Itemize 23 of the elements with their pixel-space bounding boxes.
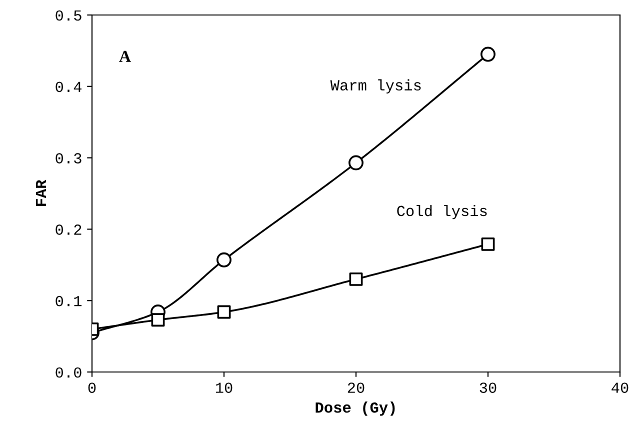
point <box>349 272 363 286</box>
point <box>151 313 165 327</box>
series-label: Warm lysis <box>330 79 421 94</box>
y-tick-label: 0.1 <box>56 296 82 306</box>
y-tick-label: 0.5 <box>56 10 82 21</box>
x-tick-label: 10 <box>216 382 232 393</box>
point <box>217 305 231 319</box>
series-label: Cold lysis <box>397 204 487 220</box>
y-tick-label: 0.0 <box>56 367 82 378</box>
x-tick-label: 20 <box>348 382 364 393</box>
point <box>348 155 364 170</box>
point <box>216 252 232 268</box>
point <box>481 237 495 251</box>
x-tick-label: 30 <box>480 382 496 393</box>
point <box>480 46 496 62</box>
y-axis-title: FAR <box>36 180 46 206</box>
y-tick-label: 0.3 <box>56 153 82 164</box>
x-tick-label: 40 <box>612 382 628 393</box>
y-tick-label: 0.2 <box>56 224 82 235</box>
annotation: A <box>119 50 131 62</box>
x-axis-title: Dose (Gy) <box>316 402 395 416</box>
y-tick-label: 0.4 <box>56 82 82 92</box>
x-tick-label: 0 <box>88 382 96 393</box>
